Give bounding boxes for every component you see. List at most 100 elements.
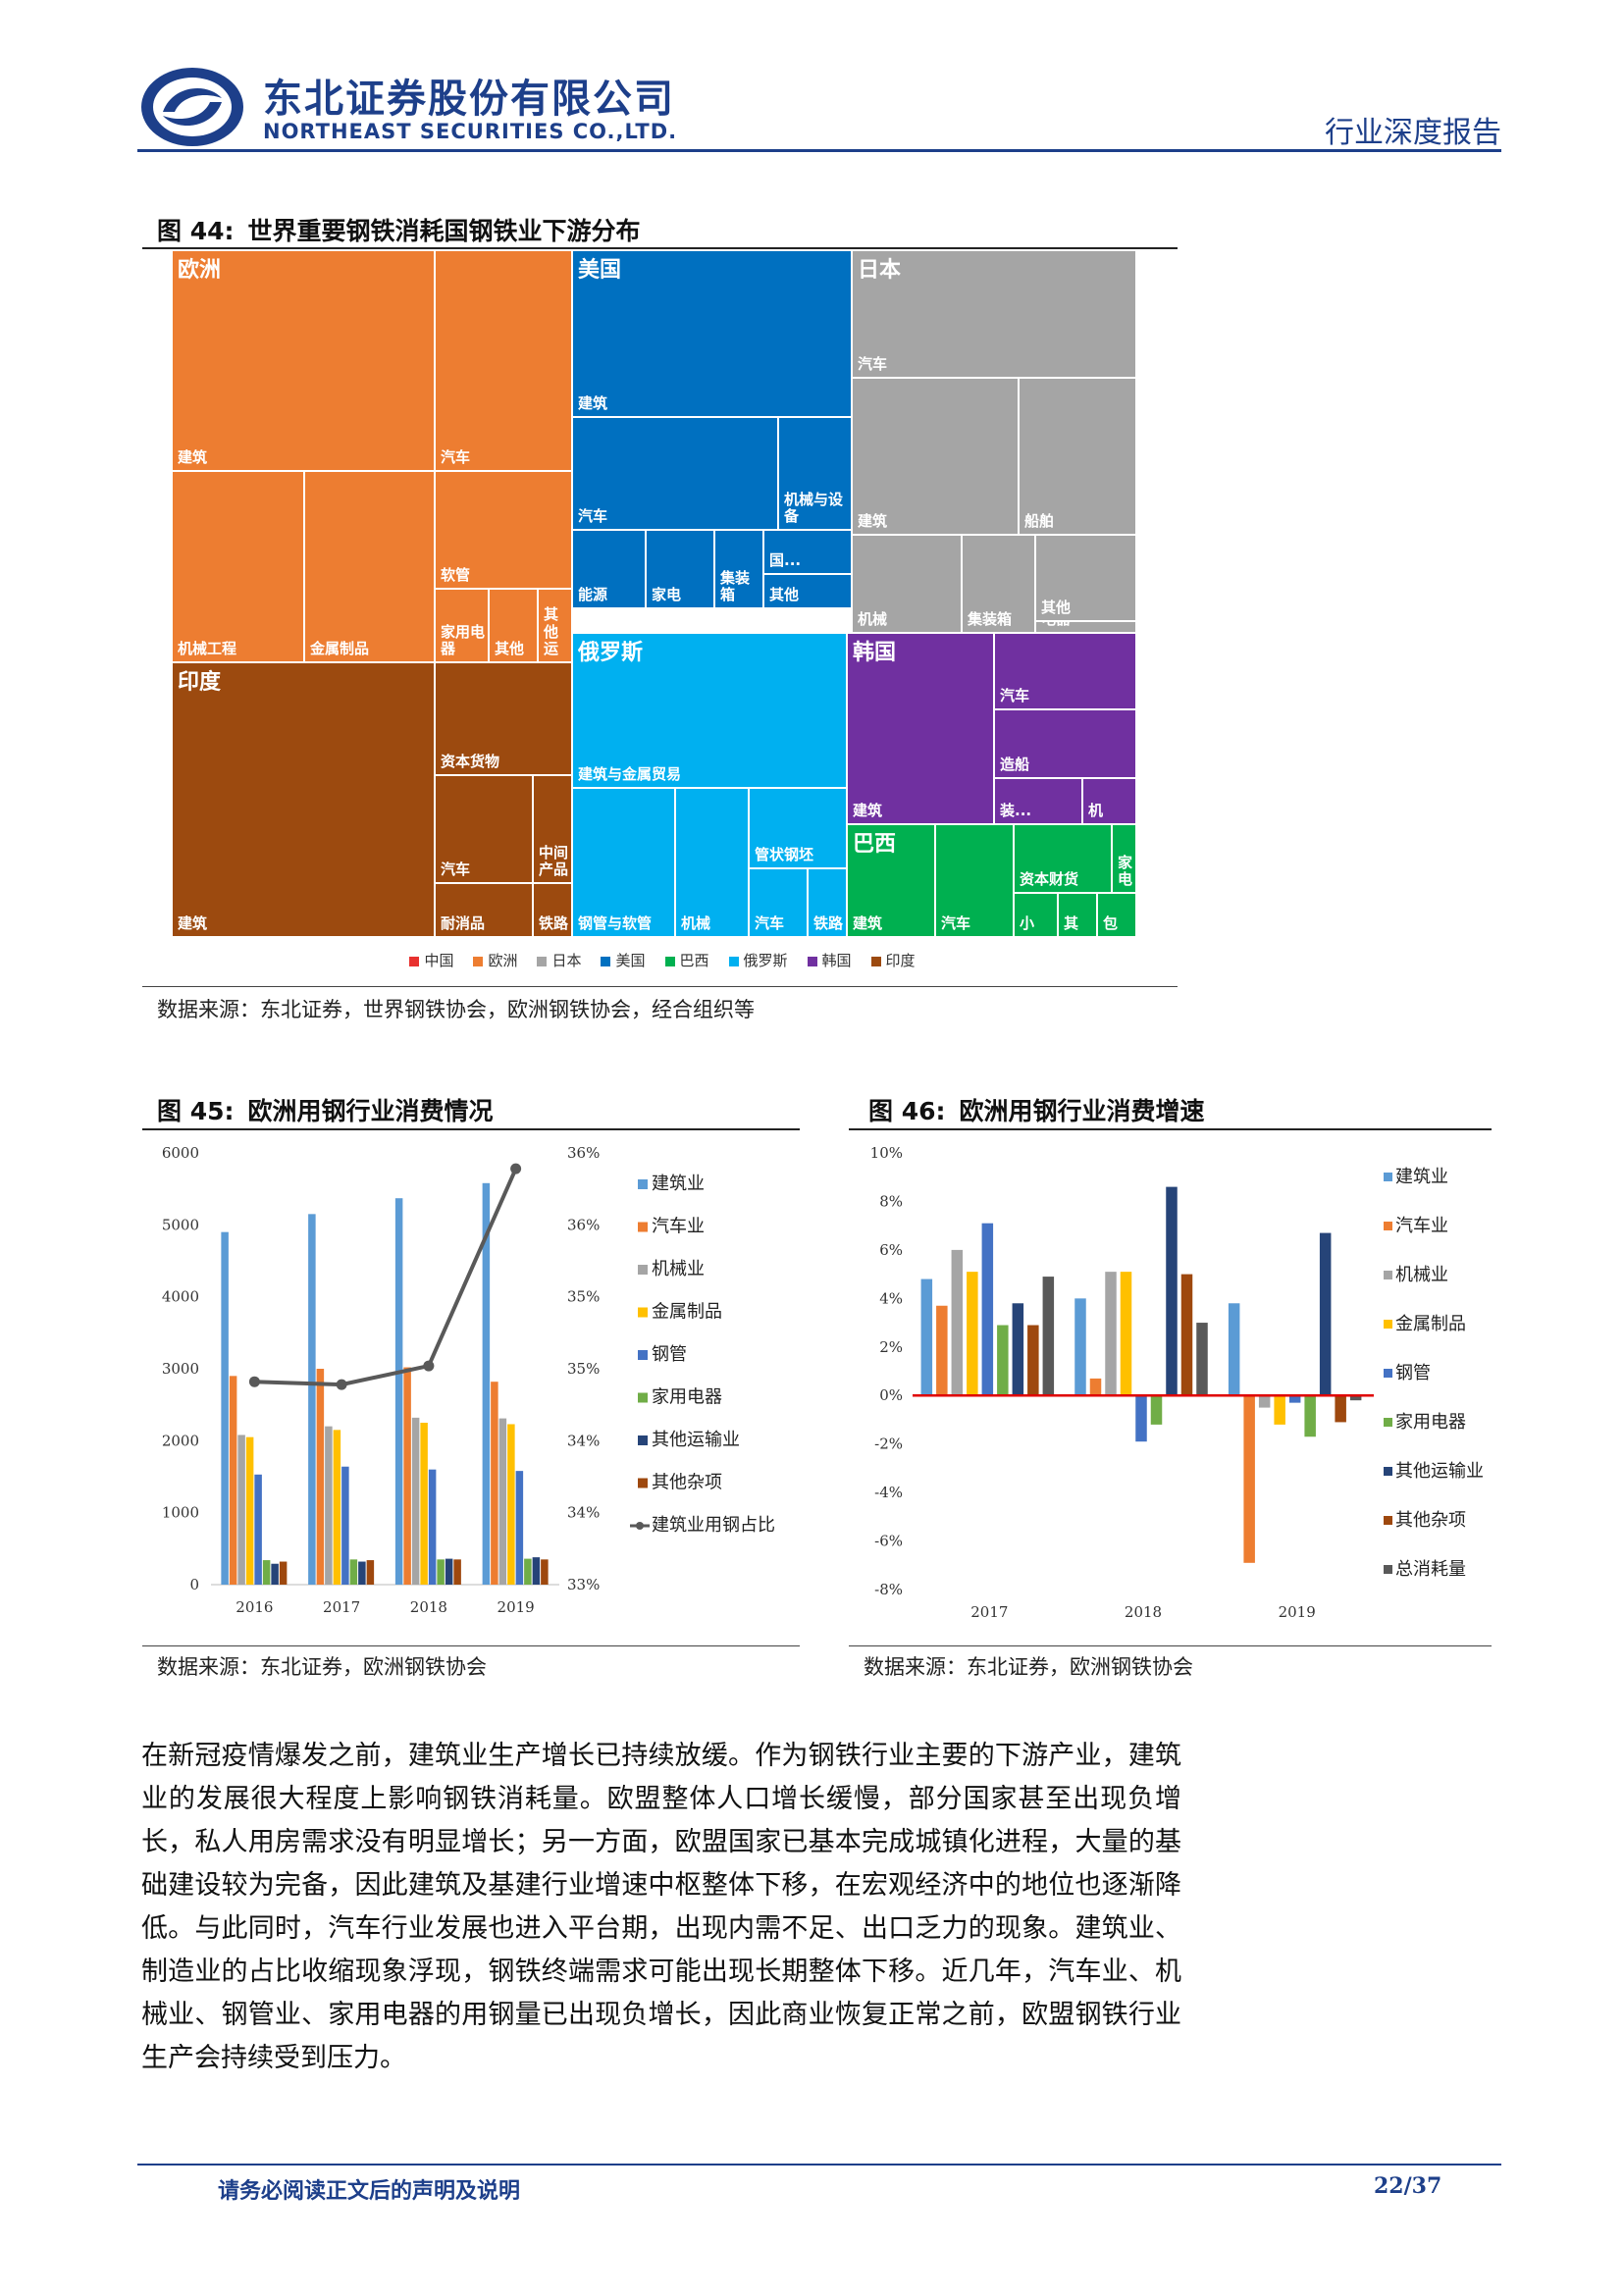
legend-label: 钢管 <box>652 1344 687 1365</box>
bar <box>1150 1395 1163 1425</box>
bar <box>920 1278 933 1396</box>
treemap-region-title: 欧洲 <box>178 258 222 283</box>
treemap-cell-label: 船舶 <box>1024 511 1055 530</box>
legend-label: 总消耗量 <box>1395 1559 1466 1580</box>
y-tick-label: -2% <box>874 1435 903 1453</box>
fig46-chart: -8% -6% -4% -2% 0% 2% 4% 6% 8% 10% 2017 2018 2019 建筑业… <box>870 1144 1484 1621</box>
bar <box>515 1471 524 1585</box>
treemap-cell-label: 软管 <box>441 565 471 584</box>
treemap-cell: 电器 <box>1035 621 1136 633</box>
legend-swatch <box>537 956 548 966</box>
treemap-cell: 其他 <box>763 574 852 608</box>
treemap-cell-label: 其他 <box>769 585 800 603</box>
legend-label: 日本 <box>551 952 582 969</box>
treemap-cell-label: 包 <box>1103 913 1119 932</box>
page-header: 东北证券股份有限公司 NORTHEAST SECURITIES CO.,LTD.… <box>137 59 1501 152</box>
treemap-cell-label: 电器 <box>1041 622 1071 628</box>
bar <box>1258 1395 1271 1408</box>
treemap-cell: 建筑与金属贸易 <box>572 633 847 788</box>
fig46-top-rule <box>849 1128 1492 1130</box>
treemap-cell: 船舶 <box>1019 378 1136 535</box>
legend-swatch <box>807 956 817 966</box>
legend-label: 美国 <box>615 952 646 969</box>
bar <box>1120 1272 1132 1396</box>
y-tick-label: 2% <box>879 1338 903 1356</box>
treemap-cell: 中间产品 <box>533 775 572 883</box>
treemap-cell-label: 能源 <box>578 585 608 603</box>
y2-tick-label: 35% <box>567 1288 600 1306</box>
treemap-region-title: 巴西 <box>853 832 897 857</box>
y-tick-label: 5000 <box>162 1216 199 1233</box>
x-tick-label: 2017 <box>970 1603 1008 1621</box>
y-tick-label: -8% <box>874 1581 903 1598</box>
fig44-top-rule <box>142 247 1178 249</box>
treemap-cell-label: 集装箱 <box>720 568 751 603</box>
treemap-cell: 国... <box>763 530 852 574</box>
legend-label: 巴西 <box>679 952 709 969</box>
bar <box>967 1272 978 1396</box>
treemap-cell-label: 机械与设备 <box>784 490 844 525</box>
legend-swatch <box>601 956 611 966</box>
treemap-cell-label: 机械 <box>681 913 711 932</box>
legend-label: 金属制品 <box>1395 1314 1466 1334</box>
treemap-region-title: 俄罗斯 <box>578 641 644 665</box>
footer-divider <box>137 2164 1501 2166</box>
y-tick-label: 6000 <box>162 1144 199 1162</box>
x-tick-label: 2018 <box>1125 1603 1162 1621</box>
legend-label: 建筑业用钢占比 <box>652 1515 775 1536</box>
legend-item: 巴西 <box>664 950 709 970</box>
y-tick-label: -6% <box>874 1533 903 1550</box>
legend-label: 金属制品 <box>652 1302 722 1323</box>
treemap-cell-label: 家用电器 <box>441 622 486 657</box>
y-tick-label: -4% <box>874 1484 903 1501</box>
fig45-top-rule <box>142 1128 800 1130</box>
bar <box>1228 1303 1240 1396</box>
bar <box>1074 1298 1086 1396</box>
legend-label: 其他运输业 <box>1395 1461 1484 1482</box>
treemap-cell: 建筑 <box>852 378 1019 535</box>
report-type: 行业深度报告 <box>1325 116 1501 150</box>
bar <box>411 1417 420 1585</box>
bar <box>498 1418 507 1585</box>
bar <box>316 1369 325 1585</box>
treemap-cell: 资本货物 <box>435 662 572 775</box>
treemap-cell-label: 家电 <box>1118 853 1133 888</box>
legend-label: 汽车业 <box>652 1217 705 1237</box>
legend-swatch <box>1384 1369 1392 1378</box>
bar <box>229 1376 237 1585</box>
treemap-cell-label: 钢管与软管 <box>578 913 653 932</box>
x-tick-label: 2017 <box>323 1598 360 1616</box>
treemap-cell-label: 建筑 <box>178 447 208 466</box>
y-tick-label: 0% <box>879 1386 903 1404</box>
legend-label: 建筑业 <box>652 1174 705 1194</box>
treemap-cell: 其 <box>1058 893 1097 937</box>
treemap-cell-label: 机械 <box>858 609 888 628</box>
treemap-cell-label: 中间产品 <box>539 843 569 878</box>
treemap-cell: 建筑 <box>172 662 435 937</box>
bar <box>279 1561 288 1585</box>
bar <box>237 1435 245 1585</box>
treemap-cell: 耐消品 <box>435 883 533 937</box>
legend-item: 印度 <box>870 950 916 970</box>
treemap-cell: 其他运 <box>538 589 572 662</box>
treemap-cell-label: 耐消品 <box>441 913 486 932</box>
treemap-cell: 机械 <box>675 788 749 937</box>
treemap-cell: 机械工程 <box>172 471 304 662</box>
treemap-cell: 包 <box>1097 893 1136 937</box>
legend-swatch <box>638 1307 648 1318</box>
fig44-treemap: 建筑 汽车 机械工程 金属制品 软管 家用电器 其他 其他运 建筑 汽车 机械与设备 能源 家电 集装箱国… <box>172 250 1153 937</box>
treemap-cell-label: 造船 <box>1000 755 1030 773</box>
legend-label: 家用电器 <box>1395 1412 1466 1433</box>
treemap-cell-label: 资本货物 <box>441 752 500 770</box>
legend-swatch <box>1384 1222 1392 1230</box>
bar <box>221 1231 229 1585</box>
treemap-cell-label: 装... <box>1000 801 1032 819</box>
bar <box>445 1558 453 1585</box>
bar <box>524 1558 532 1585</box>
bar <box>1042 1277 1055 1396</box>
bar <box>271 1563 279 1585</box>
treemap-cell: 其他 <box>489 589 538 662</box>
legend-swatch <box>870 956 881 966</box>
treemap-cell-label: 家电 <box>652 585 682 603</box>
legend-swatch <box>638 1350 648 1360</box>
